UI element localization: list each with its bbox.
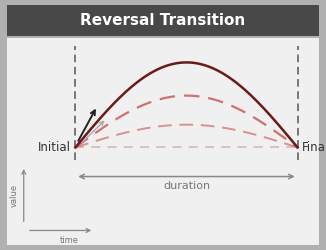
Text: duration: duration [163,181,210,191]
Text: Initial: Initial [38,141,71,154]
FancyBboxPatch shape [0,4,326,38]
Text: time: time [60,236,79,245]
Text: Final: Final [302,141,326,154]
Text: value: value [10,184,19,207]
Text: Reversal Transition: Reversal Transition [81,13,245,28]
FancyBboxPatch shape [4,36,322,247]
